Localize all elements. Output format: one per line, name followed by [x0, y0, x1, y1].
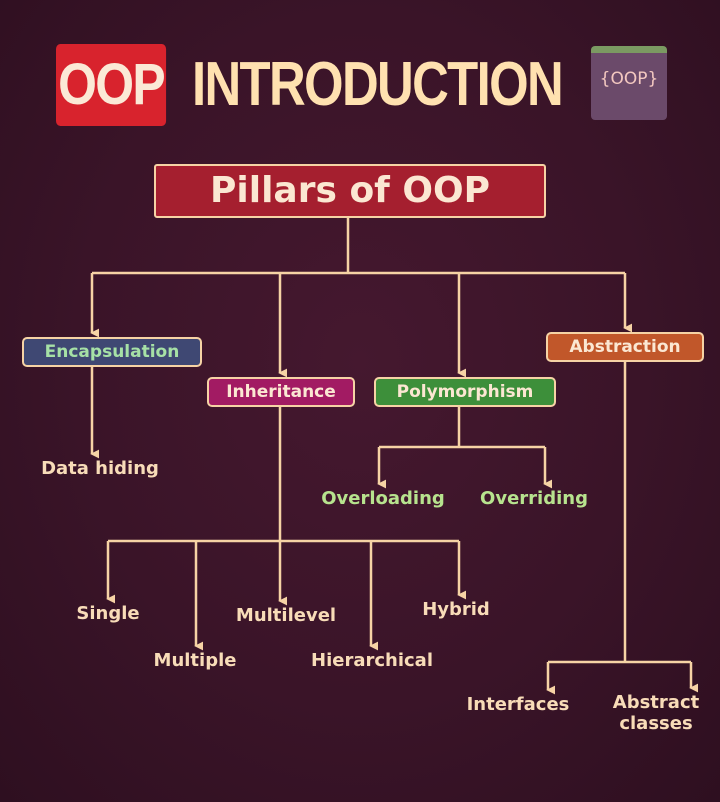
leaf-overriding: Overriding: [480, 488, 588, 509]
node-inheritance: Inheritance: [207, 377, 355, 407]
leaf-multiple: Multiple: [153, 650, 237, 671]
leaf-multilevel: Multilevel: [235, 605, 337, 626]
logo-text: {OOP}: [599, 69, 659, 89]
leaf-hierarchical: Hierarchical: [311, 650, 433, 671]
leaf-abstract-line1: Abstract: [612, 692, 700, 713]
oop-logo-icon: {OOP}: [591, 46, 667, 120]
leaf-interfaces: Interfaces: [466, 694, 570, 715]
leaf-overloading: Overloading: [321, 488, 445, 509]
leaf-abstract-line2: classes: [619, 713, 693, 734]
leaf-data-hiding: Data hiding: [41, 458, 159, 479]
leaf-hybrid: Hybrid: [422, 599, 490, 620]
node-polymorphism: Polymorphism: [374, 377, 556, 407]
page-title: INTRODUCTION: [192, 50, 564, 119]
leaf-abstract-classes: Abstract classes: [598, 692, 714, 734]
node-encapsulation: Encapsulation: [22, 337, 202, 367]
root-node: Pillars of OOP: [154, 164, 546, 218]
node-abstraction: Abstraction: [546, 332, 704, 362]
leaf-single: Single: [76, 603, 140, 624]
title-highlight: OOP: [56, 44, 167, 126]
